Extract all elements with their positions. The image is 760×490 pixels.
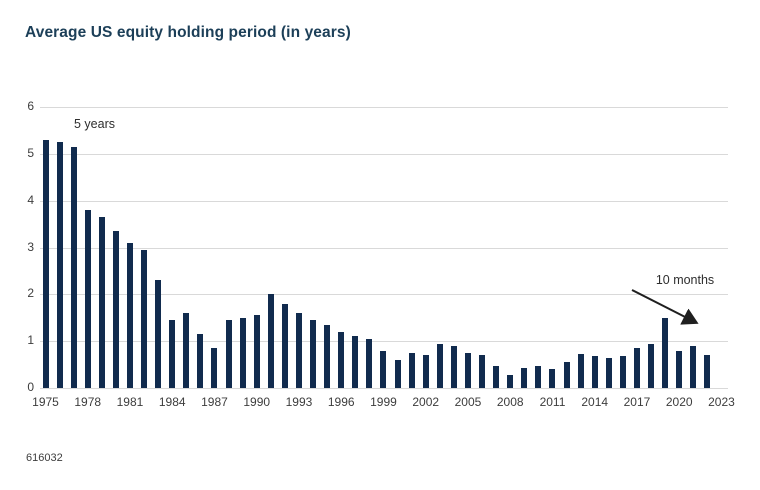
gridline <box>40 153 728 155</box>
bar-1993 <box>295 313 302 388</box>
bar-1984 <box>169 320 176 388</box>
y-tick-label: 5 <box>27 145 34 160</box>
gridline <box>40 341 728 343</box>
y-tick-label: 6 <box>27 99 34 113</box>
bar-1989 <box>239 317 246 388</box>
x-tick-label: 1993 <box>285 395 313 409</box>
x-tick-label: 2014 <box>581 395 609 409</box>
x-tick-label: 2023 <box>708 395 735 409</box>
bar-1992 <box>281 303 288 388</box>
arrow-icon <box>631 289 699 325</box>
x-tick-label: 1978 <box>74 395 102 409</box>
bar-2004 <box>450 345 457 388</box>
bar-2012 <box>563 361 570 388</box>
bar-1979 <box>98 217 105 388</box>
y-tick-label: 2 <box>27 286 34 301</box>
chart-title: Average US equity holding period (in yea… <box>25 24 351 41</box>
y-tick-label: 0 <box>27 380 34 394</box>
x-tick-label: 2008 <box>496 395 524 409</box>
x-tick-label: 1981 <box>116 395 144 409</box>
bar-2021 <box>690 345 697 388</box>
bar-2008 <box>507 374 514 388</box>
bar-2003 <box>436 343 443 388</box>
bar-2011 <box>549 369 556 388</box>
bar-2010 <box>535 365 542 388</box>
bar-1990 <box>253 315 260 388</box>
y-tick-label: 3 <box>27 239 34 254</box>
bar-2022 <box>704 355 711 388</box>
x-tick-label: 1987 <box>201 395 228 409</box>
bar-2017 <box>633 348 640 388</box>
gridline <box>40 388 728 389</box>
bar-1994 <box>310 320 317 388</box>
gridline <box>40 247 728 249</box>
x-tick-label: 2002 <box>412 395 440 409</box>
bar-1991 <box>267 294 274 388</box>
bar-2002 <box>422 355 429 388</box>
bar-2007 <box>493 366 500 388</box>
y-tick-label: 4 <box>27 192 34 207</box>
x-tick-label: 1996 <box>327 395 355 409</box>
footer-code: 616032 <box>26 452 63 464</box>
bar-1986 <box>197 334 204 388</box>
bar-2000 <box>394 359 401 388</box>
gridline <box>40 200 728 202</box>
bar-1999 <box>380 350 387 388</box>
bar-2006 <box>479 355 486 388</box>
y-tick-label: 1 <box>27 333 34 348</box>
bar-1976 <box>56 142 63 388</box>
bar-1975 <box>42 139 49 388</box>
bar-1983 <box>155 280 162 388</box>
bar-1987 <box>211 348 218 388</box>
x-tick-label: 2017 <box>623 395 651 409</box>
x-tick-label: 1999 <box>370 395 397 409</box>
bar-1977 <box>70 146 77 388</box>
bar-2013 <box>577 354 584 388</box>
bar-2001 <box>408 352 415 388</box>
bar-1996 <box>338 331 345 388</box>
annotation-10-months: 10 months <box>655 273 715 287</box>
bar-1980 <box>112 231 119 388</box>
bar-1997 <box>352 336 359 388</box>
x-tick-label: 2020 <box>665 395 693 409</box>
x-tick-label: 2011 <box>539 395 566 409</box>
bar-2019 <box>662 317 669 388</box>
x-tick-label: 1990 <box>243 395 271 409</box>
gridline <box>40 294 728 296</box>
bar-2009 <box>521 368 528 388</box>
x-tick-label: 1984 <box>158 395 186 409</box>
bar-1998 <box>366 338 373 388</box>
x-tick-label: 2005 <box>454 395 482 409</box>
bar-2016 <box>619 356 626 388</box>
bar-2020 <box>676 350 683 388</box>
bar-1982 <box>141 249 148 388</box>
gridline <box>40 107 728 108</box>
bar-1978 <box>84 210 91 388</box>
bar-1988 <box>225 320 232 388</box>
bar-1985 <box>183 313 190 388</box>
bar-2014 <box>591 356 598 388</box>
bar-2018 <box>648 343 655 388</box>
bar-1981 <box>126 242 133 388</box>
annotation-5-years: 5 years <box>74 117 115 131</box>
bar-2005 <box>464 352 471 388</box>
x-tick-label: 1975 <box>32 395 59 409</box>
bar-2015 <box>605 358 612 388</box>
bar-1995 <box>324 324 331 388</box>
